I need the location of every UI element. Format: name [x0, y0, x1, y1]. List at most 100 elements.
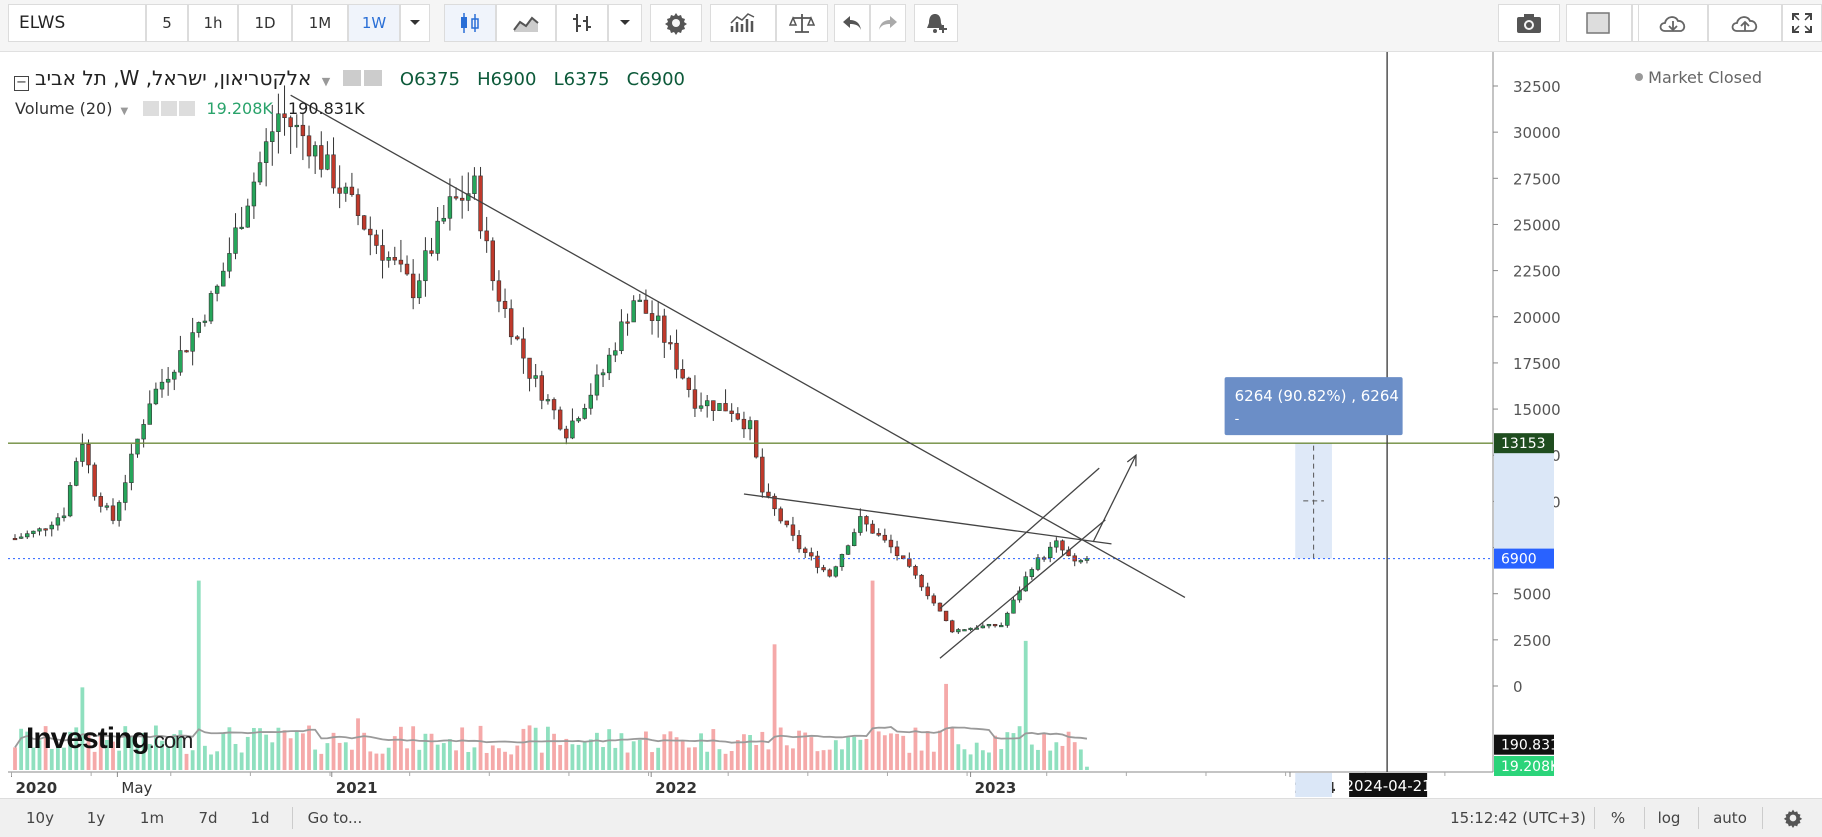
indicators-icon	[730, 13, 755, 32]
volume-last-flag-box	[1494, 756, 1554, 776]
range-7d-button[interactable]: 7d	[182, 799, 234, 837]
candle-body	[778, 508, 783, 522]
volume-bar	[999, 749, 1004, 770]
logo-suffix: .com	[148, 728, 194, 753]
indicators-button[interactable]	[710, 4, 776, 42]
volume-bar	[1042, 733, 1046, 770]
interval-1m-button[interactable]: 1M	[292, 4, 348, 42]
chevron-down-icon[interactable]: ▼	[321, 75, 331, 88]
volume-bar	[178, 730, 183, 770]
eye-icon[interactable]	[143, 101, 160, 116]
volume-bar	[895, 733, 899, 770]
candle-body	[851, 532, 857, 547]
volume-bar	[448, 739, 452, 770]
interval-1h-button[interactable]: 1h	[188, 4, 238, 42]
volume-bar	[938, 730, 942, 770]
interval-dropdown-button[interactable]	[400, 4, 430, 42]
gear-icon[interactable]	[161, 101, 178, 116]
volume-bar	[190, 750, 195, 770]
load-chart-button[interactable]	[1638, 4, 1708, 42]
volume-bar	[509, 754, 514, 770]
range-1m-button[interactable]: 1m	[126, 799, 178, 837]
interval-1w-button[interactable]: 1W	[348, 4, 400, 42]
goto-date-button[interactable]: Go to...	[298, 799, 372, 837]
compare-button[interactable]	[776, 4, 828, 42]
volume-bar	[1078, 749, 1083, 770]
volume-bar	[766, 749, 771, 770]
price-chart[interactable]: 0250050007500100001250015000175002000022…	[8, 52, 1822, 798]
candle-body	[637, 299, 643, 302]
candle-body	[888, 539, 894, 548]
snapshot-button[interactable]	[1498, 4, 1560, 42]
candle-body	[270, 131, 275, 142]
candle-body	[43, 528, 48, 531]
y-tick-label: 2500	[1513, 632, 1551, 650]
area-chart-type-button[interactable]	[496, 4, 556, 42]
candle-body	[962, 629, 967, 632]
divider	[1644, 807, 1645, 829]
range-10y-button[interactable]: 10y	[14, 799, 66, 837]
volume-bar	[1023, 640, 1028, 770]
open-value: 6375	[414, 69, 460, 90]
auto-scale-button[interactable]: auto	[1704, 799, 1756, 837]
high-label: H	[477, 69, 491, 90]
y-tick-label: 32500	[1513, 78, 1561, 96]
y-tick-label: 0	[1513, 678, 1523, 696]
symbol-search-input[interactable]: ELWS	[8, 4, 146, 42]
redo-button[interactable]	[870, 4, 906, 42]
candle-body	[361, 215, 367, 230]
y-tick-label: 22500	[1513, 263, 1561, 281]
last-price-flag-box	[1494, 548, 1554, 569]
volume-bar	[1060, 745, 1065, 770]
gear-icon[interactable]	[363, 70, 382, 86]
candle-body	[221, 270, 226, 287]
chart-type-dropdown-button[interactable]	[608, 4, 642, 42]
volume-bar	[221, 732, 226, 770]
interval-5-button[interactable]: 5	[146, 4, 188, 42]
chart-area[interactable]: 0250050007500100001250015000175002000022…	[8, 52, 1822, 798]
range-1y-button[interactable]: 1y	[70, 799, 122, 837]
log-scale-button[interactable]: log	[1648, 799, 1690, 837]
volume-bar	[870, 580, 875, 770]
candle-body	[588, 394, 593, 409]
percent-scale-button[interactable]: %	[1598, 799, 1638, 837]
candle-body	[790, 524, 796, 536]
eye-icon[interactable]	[342, 70, 361, 86]
save-chart-button[interactable]	[1708, 4, 1782, 42]
volume-bar	[251, 727, 256, 770]
settings-button[interactable]	[650, 4, 702, 42]
candle-body	[894, 546, 900, 557]
legend-collapse-icon[interactable]: −	[14, 76, 29, 91]
chart-properties-button[interactable]	[1776, 799, 1810, 837]
candle-body	[956, 629, 961, 633]
volume-bar	[576, 744, 581, 770]
candle-body	[631, 300, 636, 323]
y-tick-label: 30000	[1513, 124, 1561, 142]
alert-button[interactable]	[914, 4, 958, 42]
candle-body	[343, 186, 348, 194]
candle-body	[943, 610, 949, 622]
chevron-down-icon[interactable]: ▼	[120, 106, 129, 117]
camera-icon	[1517, 14, 1541, 33]
interval-1d-button[interactable]: 1D	[238, 4, 292, 42]
undo-button[interactable]	[834, 4, 870, 42]
fullscreen-button[interactable]	[1782, 4, 1822, 42]
candle-body	[98, 496, 103, 507]
volume-bar	[754, 744, 759, 770]
candle-body	[1084, 558, 1090, 561]
volume-bar	[172, 734, 177, 770]
candle-body	[18, 536, 24, 539]
layout-button[interactable]	[1566, 4, 1632, 42]
volume-bar	[435, 744, 440, 770]
candles-chart-type-button[interactable]	[444, 4, 496, 42]
volume-value: 19.208K	[206, 99, 273, 118]
divider	[292, 807, 293, 829]
bars-chart-type-button[interactable]	[556, 4, 608, 42]
range-1d-button[interactable]: 1d	[234, 799, 286, 837]
close-icon[interactable]	[179, 101, 196, 116]
range-label: 7d	[198, 809, 218, 827]
candle-body	[80, 444, 85, 462]
market-status-text: Market Closed	[1648, 68, 1762, 87]
volume-bar	[570, 744, 575, 770]
candle-body	[564, 428, 569, 439]
